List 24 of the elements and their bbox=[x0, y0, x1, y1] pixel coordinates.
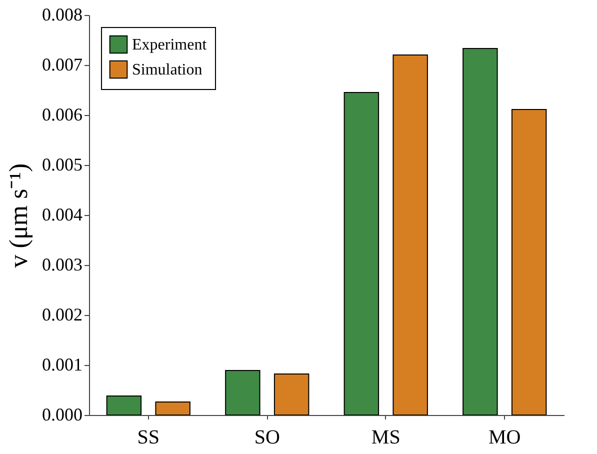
bar bbox=[344, 92, 380, 415]
bar bbox=[106, 396, 142, 415]
y-tick-label: 0.007 bbox=[42, 54, 82, 74]
bar bbox=[155, 402, 190, 415]
x-tick-label: SO bbox=[254, 426, 280, 448]
bar bbox=[274, 374, 310, 415]
bar bbox=[392, 54, 428, 415]
y-tick-label: 0.005 bbox=[42, 154, 82, 174]
y-axis-title: v (μm s⁻¹) bbox=[4, 163, 33, 268]
y-tick-label: 0.004 bbox=[42, 204, 82, 224]
x-tick-label: SS bbox=[137, 426, 160, 448]
x-tick-label: MO bbox=[488, 426, 521, 448]
y-tick-label: 0.006 bbox=[42, 104, 82, 124]
bar bbox=[462, 48, 498, 415]
y-tick-label: 0.001 bbox=[42, 354, 82, 374]
y-tick-label: 0.002 bbox=[42, 304, 82, 324]
bar bbox=[511, 109, 547, 415]
y-tick-label: 0.000 bbox=[42, 404, 82, 424]
legend-label: Simulation bbox=[132, 62, 202, 78]
legend-label: Experiment bbox=[132, 36, 208, 54]
y-tick-label: 0.008 bbox=[42, 4, 82, 24]
bar bbox=[225, 370, 260, 415]
y-tick-label: 0.003 bbox=[42, 254, 82, 274]
x-tick-label: MS bbox=[371, 426, 400, 448]
